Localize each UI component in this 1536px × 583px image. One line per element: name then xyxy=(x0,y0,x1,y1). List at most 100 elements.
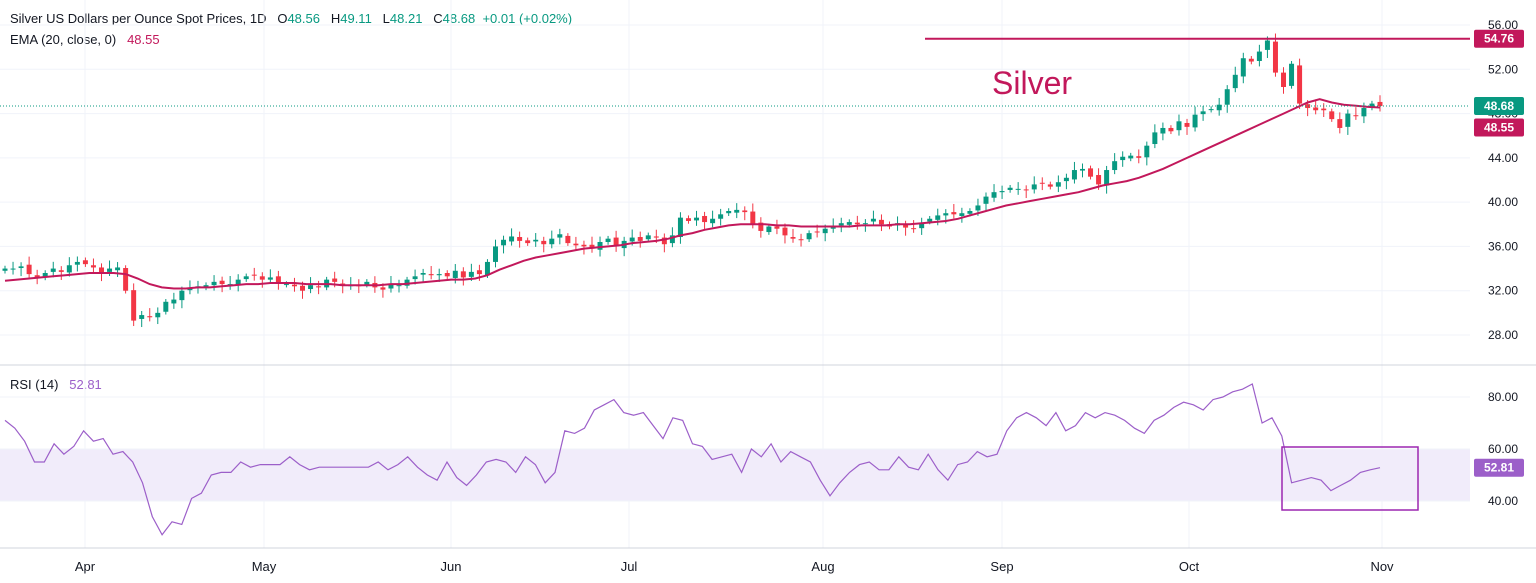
candle-body xyxy=(870,218,876,222)
candle-body xyxy=(750,211,756,225)
candle-body xyxy=(999,191,1005,193)
candle xyxy=(533,233,539,247)
candle-body xyxy=(171,299,177,304)
candle-body xyxy=(1200,111,1206,115)
candle xyxy=(259,272,265,288)
candle xyxy=(999,185,1005,199)
candle-body xyxy=(493,246,498,262)
candle xyxy=(171,292,177,309)
candle xyxy=(911,220,917,233)
candle-body xyxy=(1353,115,1359,117)
candle xyxy=(1112,153,1118,175)
candle xyxy=(1144,141,1150,166)
candle-body xyxy=(1015,188,1021,190)
candle-body xyxy=(806,233,812,240)
candle-body xyxy=(710,218,716,224)
candle xyxy=(1152,124,1158,149)
candle-body xyxy=(26,264,32,275)
candle xyxy=(645,232,651,242)
candle xyxy=(139,310,145,328)
candle xyxy=(685,215,691,224)
candle xyxy=(179,286,185,309)
candle-body xyxy=(18,266,24,269)
candle-body xyxy=(903,224,909,228)
candle xyxy=(147,308,153,322)
candle-body xyxy=(1192,114,1198,128)
candle xyxy=(316,280,322,295)
candle xyxy=(227,275,233,290)
candle-body xyxy=(1071,170,1077,180)
candle-body xyxy=(259,276,265,280)
candle-body xyxy=(1297,65,1303,104)
candle-body xyxy=(1232,74,1238,89)
ema-price-tag-text: 48.55 xyxy=(1484,120,1514,134)
candle xyxy=(115,262,121,277)
candle xyxy=(790,228,796,243)
rsi-value-tag-text: 52.81 xyxy=(1484,461,1514,475)
candle xyxy=(1120,151,1126,167)
candle-body xyxy=(179,290,185,301)
candle xyxy=(211,275,217,291)
candle xyxy=(50,261,56,278)
candle xyxy=(1232,66,1238,93)
candle-body xyxy=(742,210,748,213)
candle xyxy=(557,228,563,245)
candle-body xyxy=(211,281,217,286)
candle xyxy=(1313,99,1319,115)
candle-body xyxy=(541,240,547,245)
candle xyxy=(509,228,515,246)
candle xyxy=(1256,44,1262,67)
candle-body xyxy=(380,287,386,290)
price-axis-tick: 44.00 xyxy=(1488,151,1518,165)
candle xyxy=(870,210,876,226)
candle-body xyxy=(107,268,113,272)
candle xyxy=(1055,175,1061,193)
candle-body xyxy=(1136,156,1142,158)
candle-body xyxy=(98,267,104,273)
time-axis-tick: Aug xyxy=(811,559,834,574)
candle-body xyxy=(10,268,16,270)
candle xyxy=(991,184,997,202)
symbol-title: Silver US Dollars per Ounce Spot Prices,… xyxy=(10,11,267,26)
resistance-price-tag: 54.76 xyxy=(1474,29,1524,48)
candle xyxy=(308,277,314,294)
candle-body xyxy=(412,276,418,280)
candle-body xyxy=(308,285,314,290)
candle-body xyxy=(1337,119,1343,128)
candle xyxy=(42,270,48,281)
candle-body xyxy=(1176,121,1182,131)
candle xyxy=(718,208,724,226)
candle-body xyxy=(718,214,724,219)
candle xyxy=(525,237,531,246)
candle xyxy=(501,235,507,254)
candle xyxy=(549,230,555,249)
candle-body xyxy=(42,273,48,278)
candle-body xyxy=(1144,145,1150,158)
candle xyxy=(2,265,8,274)
candle-body xyxy=(830,226,836,229)
candle-body xyxy=(74,261,80,265)
candle xyxy=(621,236,627,257)
candle-body xyxy=(50,268,56,272)
candle xyxy=(1047,181,1053,190)
candle-body xyxy=(878,219,884,225)
candle-body xyxy=(927,218,933,222)
rsi-label: RSI (14) xyxy=(10,377,59,392)
candle-body xyxy=(943,213,949,216)
resistance-price-tag-text: 54.76 xyxy=(1484,32,1514,46)
candle-body xyxy=(1208,109,1214,111)
candle-body xyxy=(854,222,860,225)
candle xyxy=(573,236,579,251)
candle-body xyxy=(975,205,981,211)
rsi-axis-tick: 40.00 xyxy=(1488,494,1518,508)
candle xyxy=(291,277,297,292)
candle-body xyxy=(533,239,539,242)
candle xyxy=(1289,60,1295,89)
candle xyxy=(1039,177,1045,191)
candle-body xyxy=(1031,184,1037,190)
candle-body xyxy=(404,279,410,286)
candle xyxy=(726,208,732,216)
candle xyxy=(838,217,844,233)
candle xyxy=(806,230,812,242)
